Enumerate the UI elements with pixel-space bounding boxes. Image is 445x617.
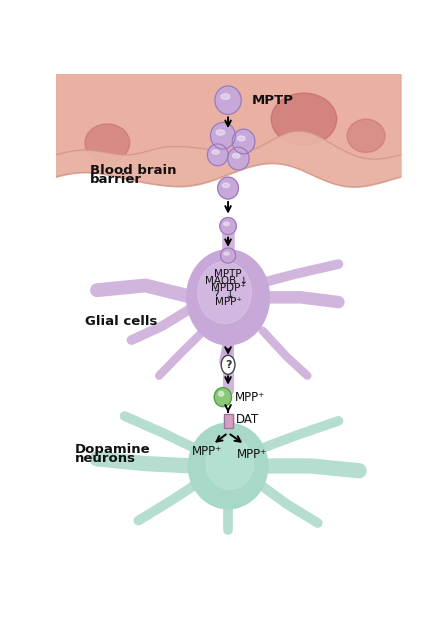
Text: DAT: DAT: [236, 413, 259, 426]
Text: barrier: barrier: [90, 173, 142, 186]
Text: Dopamine: Dopamine: [75, 443, 150, 456]
Ellipse shape: [214, 387, 231, 407]
Text: MPTP: MPTP: [252, 94, 294, 107]
Ellipse shape: [187, 250, 270, 345]
Ellipse shape: [347, 119, 385, 152]
Ellipse shape: [215, 86, 241, 114]
Text: MPDP⁺: MPDP⁺: [210, 283, 246, 293]
Ellipse shape: [188, 423, 268, 509]
Ellipse shape: [216, 130, 225, 135]
Text: MPP⁺: MPP⁺: [237, 447, 267, 461]
Circle shape: [221, 355, 235, 375]
Text: neurons: neurons: [75, 452, 136, 465]
Bar: [223, 414, 233, 428]
Ellipse shape: [212, 150, 219, 154]
Text: MPP⁺: MPP⁺: [214, 297, 242, 307]
Ellipse shape: [228, 147, 249, 170]
Ellipse shape: [198, 262, 251, 323]
Ellipse shape: [218, 391, 224, 396]
Text: MPP⁺: MPP⁺: [235, 391, 265, 404]
Text: Blood brain: Blood brain: [90, 164, 177, 176]
Ellipse shape: [222, 183, 230, 188]
Ellipse shape: [220, 218, 236, 234]
Bar: [223, 414, 233, 428]
Text: MPTP: MPTP: [214, 268, 242, 279]
Ellipse shape: [233, 154, 240, 158]
Ellipse shape: [237, 136, 245, 141]
Ellipse shape: [218, 177, 239, 199]
Text: ?: ?: [225, 360, 231, 370]
Ellipse shape: [223, 222, 229, 226]
Ellipse shape: [271, 93, 337, 146]
Text: MAOB ↓: MAOB ↓: [205, 276, 248, 286]
Ellipse shape: [232, 129, 255, 154]
Ellipse shape: [220, 248, 236, 263]
Ellipse shape: [221, 94, 230, 99]
Text: ?  ↓: ? ↓: [214, 290, 235, 300]
Ellipse shape: [224, 252, 229, 255]
Ellipse shape: [206, 438, 254, 489]
Ellipse shape: [207, 144, 228, 166]
Ellipse shape: [210, 123, 235, 149]
Ellipse shape: [85, 124, 130, 162]
Text: MPP⁺: MPP⁺: [192, 445, 222, 458]
Text: Glial cells: Glial cells: [85, 315, 158, 328]
